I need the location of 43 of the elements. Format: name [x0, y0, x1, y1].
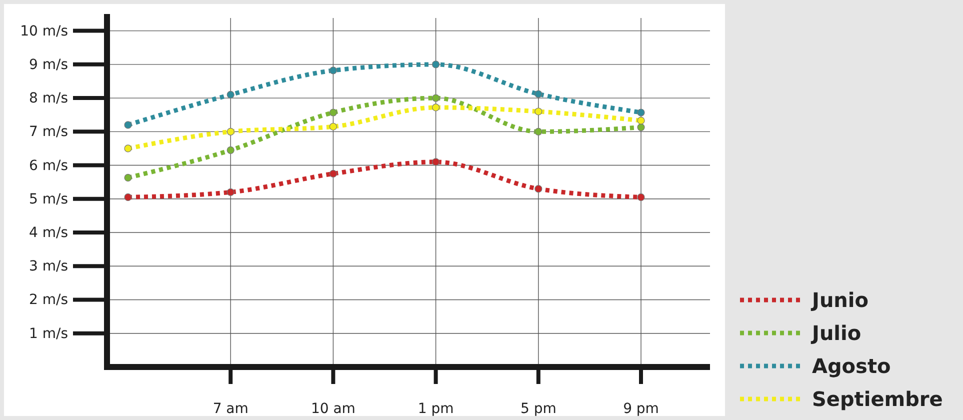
x-tick-label: 7 am: [212, 400, 248, 417]
y-tick-label: 4 m/s: [28, 225, 68, 242]
point: [124, 193, 132, 202]
point: [637, 193, 645, 202]
point: [124, 174, 132, 182]
point: [226, 90, 234, 98]
y-tick-label: 10 m/s: [20, 23, 68, 40]
y-tick-label: 8 m/s: [28, 90, 68, 107]
legend-label: Junio: [810, 288, 869, 312]
point: [329, 170, 337, 178]
point: [432, 104, 440, 112]
point: [432, 60, 440, 68]
legend-label: Julio: [810, 321, 862, 345]
point: [329, 108, 337, 116]
legend-label: Septiembre: [812, 387, 943, 411]
point: [637, 123, 645, 132]
y-tick-label: 2 m/s: [28, 292, 68, 308]
y-tick-label: 5 m/s: [28, 191, 68, 208]
y-tick-label: 9 m/s: [28, 56, 68, 73]
point: [124, 144, 132, 152]
x-tick-label: 10 am: [310, 400, 356, 417]
x-tick-label: 5 pm: [520, 400, 556, 417]
point: [226, 188, 234, 196]
y-tick-label: 7 m/s: [28, 124, 68, 140]
y-tick-label: 6 m/s: [28, 158, 68, 174]
point: [226, 146, 234, 154]
point: [432, 158, 440, 166]
point: [432, 94, 440, 102]
point: [329, 122, 337, 130]
x-tick-label: 9 pm: [623, 400, 659, 417]
point: [534, 128, 542, 136]
legend-label: Agosto: [812, 354, 891, 378]
x-tick-label: 1 pm: [418, 400, 454, 417]
point: [637, 116, 645, 124]
point: [124, 121, 132, 129]
point: [534, 90, 542, 98]
point: [637, 108, 645, 116]
point: [329, 66, 337, 74]
point: [534, 185, 542, 193]
point: [534, 108, 542, 116]
y-tick-label: 1 m/s: [28, 326, 68, 342]
point: [226, 128, 234, 136]
y-tick-label: 3 m/s: [28, 258, 68, 275]
